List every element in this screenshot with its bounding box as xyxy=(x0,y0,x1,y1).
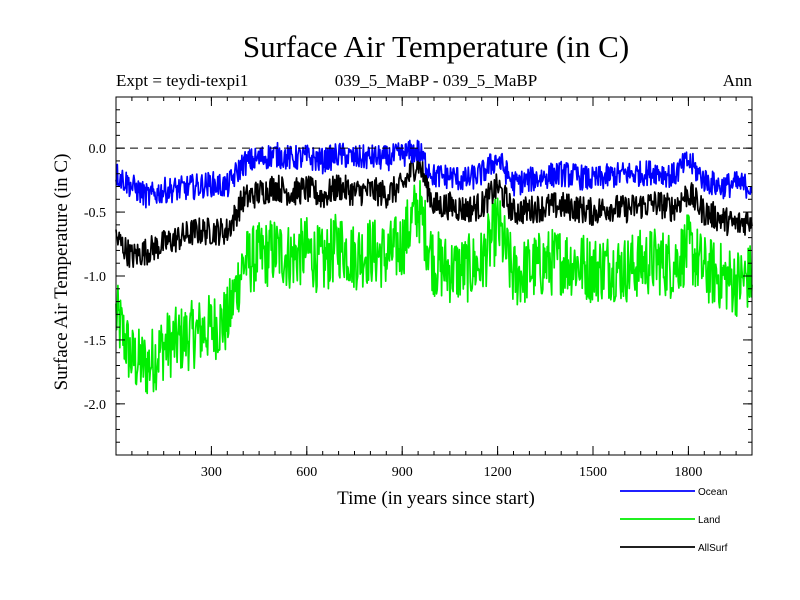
x-tick-label: 1500 xyxy=(579,465,607,480)
y-tick-label: -0.5 xyxy=(84,206,106,221)
series-line-land xyxy=(115,180,753,395)
season-label: Ann xyxy=(723,71,753,90)
chart-title: Surface Air Temperature (in C) xyxy=(243,29,629,64)
period-label: 039_5_MaBP - 039_5_MaBP xyxy=(335,71,537,90)
series-line-ocean xyxy=(115,139,753,209)
series-line-allsurf xyxy=(115,155,753,268)
x-axis-label: Time (in years since start) xyxy=(337,488,535,509)
legend-label-allsurf: AllSurf xyxy=(698,543,728,554)
experiment-label: Expt = teydi-texpi1 xyxy=(116,71,248,90)
y-tick-label: -2.0 xyxy=(84,398,106,413)
x-tick-label: 900 xyxy=(392,465,413,480)
y-tick-label: -1.5 xyxy=(84,334,106,349)
y-tick-label: -1.0 xyxy=(84,270,106,285)
x-tick-label: 1200 xyxy=(484,465,512,480)
legend-label-ocean: Ocean xyxy=(698,487,727,498)
x-tick-label: 600 xyxy=(296,465,317,480)
y-tick-label: 0.0 xyxy=(89,142,107,157)
y-axis-label: Surface Air Temperature (in C) xyxy=(51,154,72,391)
x-tick-label: 1800 xyxy=(674,465,702,480)
x-tick-label: 300 xyxy=(201,465,222,480)
legend-label-land: Land xyxy=(698,515,720,526)
